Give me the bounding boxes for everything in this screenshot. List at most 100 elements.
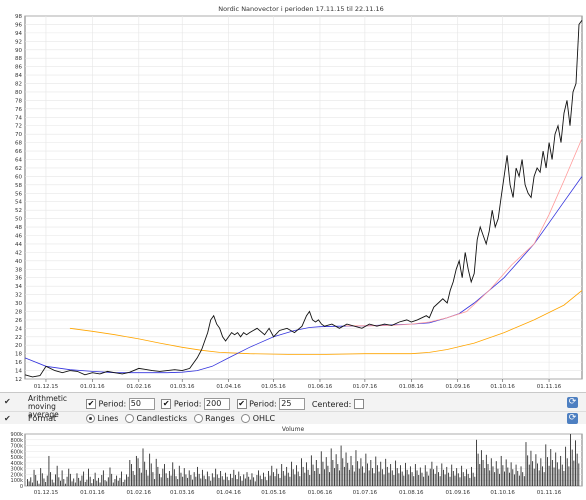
price-y-tick-label: 24	[15, 326, 22, 332]
volume-y-tick-label: 300k	[11, 467, 24, 473]
price-x-tick-label: 01.08.16	[399, 384, 424, 390]
format-ohlc-radio[interactable]	[241, 414, 251, 423]
volume-bar	[117, 480, 119, 486]
volume-bar	[38, 483, 40, 486]
period1-input[interactable]: 50	[128, 398, 155, 410]
volume-bar	[538, 470, 540, 486]
period3-checkbox[interactable]: ✔	[236, 399, 247, 409]
volume-bar	[537, 463, 538, 486]
volume-bar	[226, 476, 228, 486]
volume-bar	[353, 471, 355, 486]
volume-bar	[297, 471, 299, 486]
volume-bar	[248, 476, 250, 486]
volume-bar	[532, 461, 534, 486]
centered-label: Centered:	[311, 399, 352, 409]
volume-bar	[480, 450, 482, 486]
volume-bar	[36, 480, 38, 486]
price-x-tick-label: 01.07.16	[353, 384, 378, 390]
volume-bar	[419, 467, 421, 486]
volume-bar	[84, 481, 86, 486]
volume-bar	[294, 474, 296, 486]
format-label: Format	[28, 414, 57, 423]
price-y-tick-label: 40	[15, 259, 22, 265]
period2-checkbox[interactable]: ✔	[161, 399, 172, 409]
volume-bar	[274, 476, 276, 486]
volume-bar	[131, 464, 132, 486]
price-y-tick-label: 84	[15, 73, 22, 79]
volume-x-tick-labels: 01.12.15 01.01.16 01.02.16 01.03.16 01.04.16…	[34, 490, 562, 496]
volume-bar	[510, 462, 512, 486]
price-chart: Nordic Nanovector i perioden 17.11.15 ti…	[15, 5, 583, 390]
price-y-tick-label: 56	[15, 191, 22, 197]
volume-y-tick-label: 0	[20, 484, 23, 490]
price-y-tick-label: 80	[15, 90, 22, 96]
volume-bar	[386, 466, 388, 486]
volume-bar	[263, 472, 264, 486]
price-y-tick-label: 48	[15, 225, 22, 231]
volume-bar	[289, 476, 291, 486]
volume-bar	[405, 462, 406, 486]
price-y-tick-label: 16	[15, 360, 22, 366]
volume-bar	[271, 465, 273, 486]
volume-bar	[444, 474, 446, 486]
volume-bar	[193, 472, 195, 486]
format-ranges-radio[interactable]	[193, 414, 203, 423]
volume-bar	[302, 466, 304, 486]
volume-bar	[396, 468, 398, 486]
volume-x-tick-label: 01.12.15	[34, 490, 59, 496]
volume-bar	[41, 473, 43, 486]
volume-y-tick-label: 700k	[11, 444, 24, 450]
ma-label: Arithmetic moving average	[28, 394, 68, 419]
format-ohlc-label: OHLC	[252, 414, 276, 423]
volume-bar	[81, 475, 83, 486]
refresh-format-icon[interactable]: ⟳	[567, 413, 578, 424]
centered-checkbox[interactable]	[353, 399, 364, 409]
volume-x-tick-label: 01.01.16	[80, 490, 105, 496]
price-y-tick-label: 28	[15, 309, 22, 315]
volume-bar	[563, 470, 565, 486]
price-y-tick-label: 70	[15, 132, 22, 138]
volume-bar	[218, 477, 220, 486]
volume-x-tick-label: 01.02.16	[127, 490, 152, 496]
volume-bar	[350, 455, 352, 486]
volume-bar	[291, 461, 293, 486]
volume-chart-title: Volume	[282, 426, 305, 433]
volume-bar	[372, 468, 373, 486]
format-candlesticks-radio[interactable]	[124, 414, 134, 423]
format-lines-radio[interactable]	[86, 414, 95, 423]
volume-bar	[388, 472, 390, 486]
volume-bar	[246, 472, 248, 486]
volume-bar	[375, 456, 377, 486]
price-x-tick-labels: 01.12.15 01.01.16 01.02.16 01.03.16 01.04.16…	[34, 379, 562, 390]
ma-toggle-checkbox[interactable]: ✔	[4, 397, 11, 406]
volume-bar	[284, 475, 286, 486]
format-toggle-checkbox[interactable]: ✔	[4, 414, 11, 423]
refresh-ma-icon[interactable]: ⟳	[567, 397, 578, 408]
volume-bar	[147, 475, 149, 486]
volume-bar	[367, 463, 368, 486]
volume-bar	[56, 465, 58, 486]
price-y-tick-label: 30	[15, 301, 22, 307]
volume-bar	[466, 469, 468, 486]
volume-bar	[345, 452, 347, 486]
period3-input[interactable]: 25	[279, 398, 306, 410]
volume-bar	[129, 460, 131, 486]
volume-bar	[400, 465, 401, 486]
volume-bar	[568, 466, 570, 486]
volume-bar	[457, 473, 459, 486]
volume-bar	[150, 463, 152, 486]
volume-bar	[343, 466, 345, 486]
volume-bar	[474, 476, 476, 486]
price-y-tick-label: 50	[15, 217, 22, 223]
volume-x-tick-label: 01.07.16	[353, 490, 378, 496]
volume-bar	[520, 466, 522, 486]
volume-bar	[177, 479, 179, 486]
period2-input[interactable]: 200	[204, 398, 231, 410]
period1-checkbox[interactable]: ✔	[86, 399, 96, 409]
volume-bar	[30, 477, 32, 486]
volume-bar	[363, 472, 365, 486]
volume-bar	[180, 472, 182, 486]
volume-bar	[142, 448, 144, 486]
volume-bar	[223, 479, 225, 486]
volume-bar	[102, 470, 104, 486]
